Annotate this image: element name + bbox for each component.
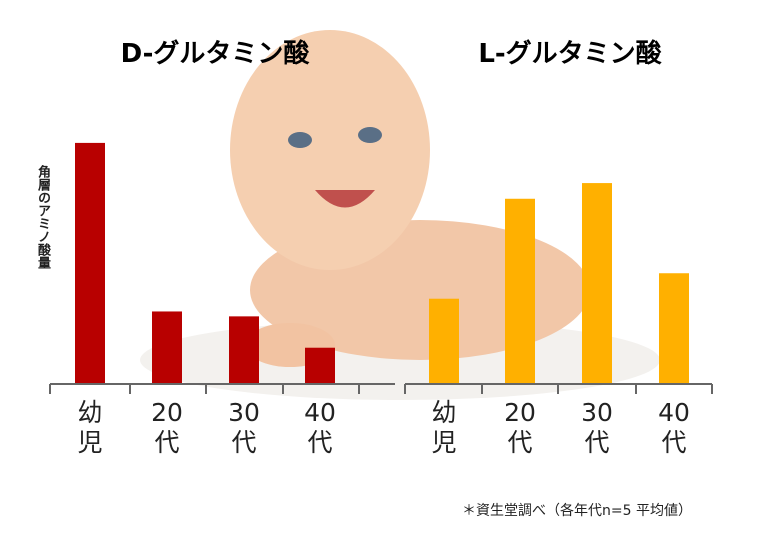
bar <box>505 198 535 383</box>
bar <box>152 311 182 383</box>
x-tick-label: 20代 <box>151 398 183 457</box>
x-tick-label: 40代 <box>304 398 336 457</box>
axes <box>49 383 713 394</box>
chart-title: D-グルタミン酸 <box>121 39 311 69</box>
bar <box>305 347 335 383</box>
chart-title: L-グルタミン酸 <box>478 39 662 69</box>
x-tick-label: 幼児 <box>431 398 457 457</box>
x-tick-label: 40代 <box>658 398 690 457</box>
bar <box>429 298 459 383</box>
bar <box>75 142 105 383</box>
x-tick-label: 30代 <box>228 398 260 457</box>
bar <box>229 316 259 383</box>
x-tick-label: 30代 <box>581 398 613 457</box>
x-tick-label: 20代 <box>504 398 536 457</box>
x-tick-label: 幼児 <box>77 398 103 457</box>
bar <box>659 273 689 383</box>
y-axis-label: 角層のアミノ酸量 <box>35 165 50 269</box>
footnote: ＊資生堂調べ（各年代n=5 平均値） <box>462 503 692 519</box>
bar <box>582 183 612 383</box>
